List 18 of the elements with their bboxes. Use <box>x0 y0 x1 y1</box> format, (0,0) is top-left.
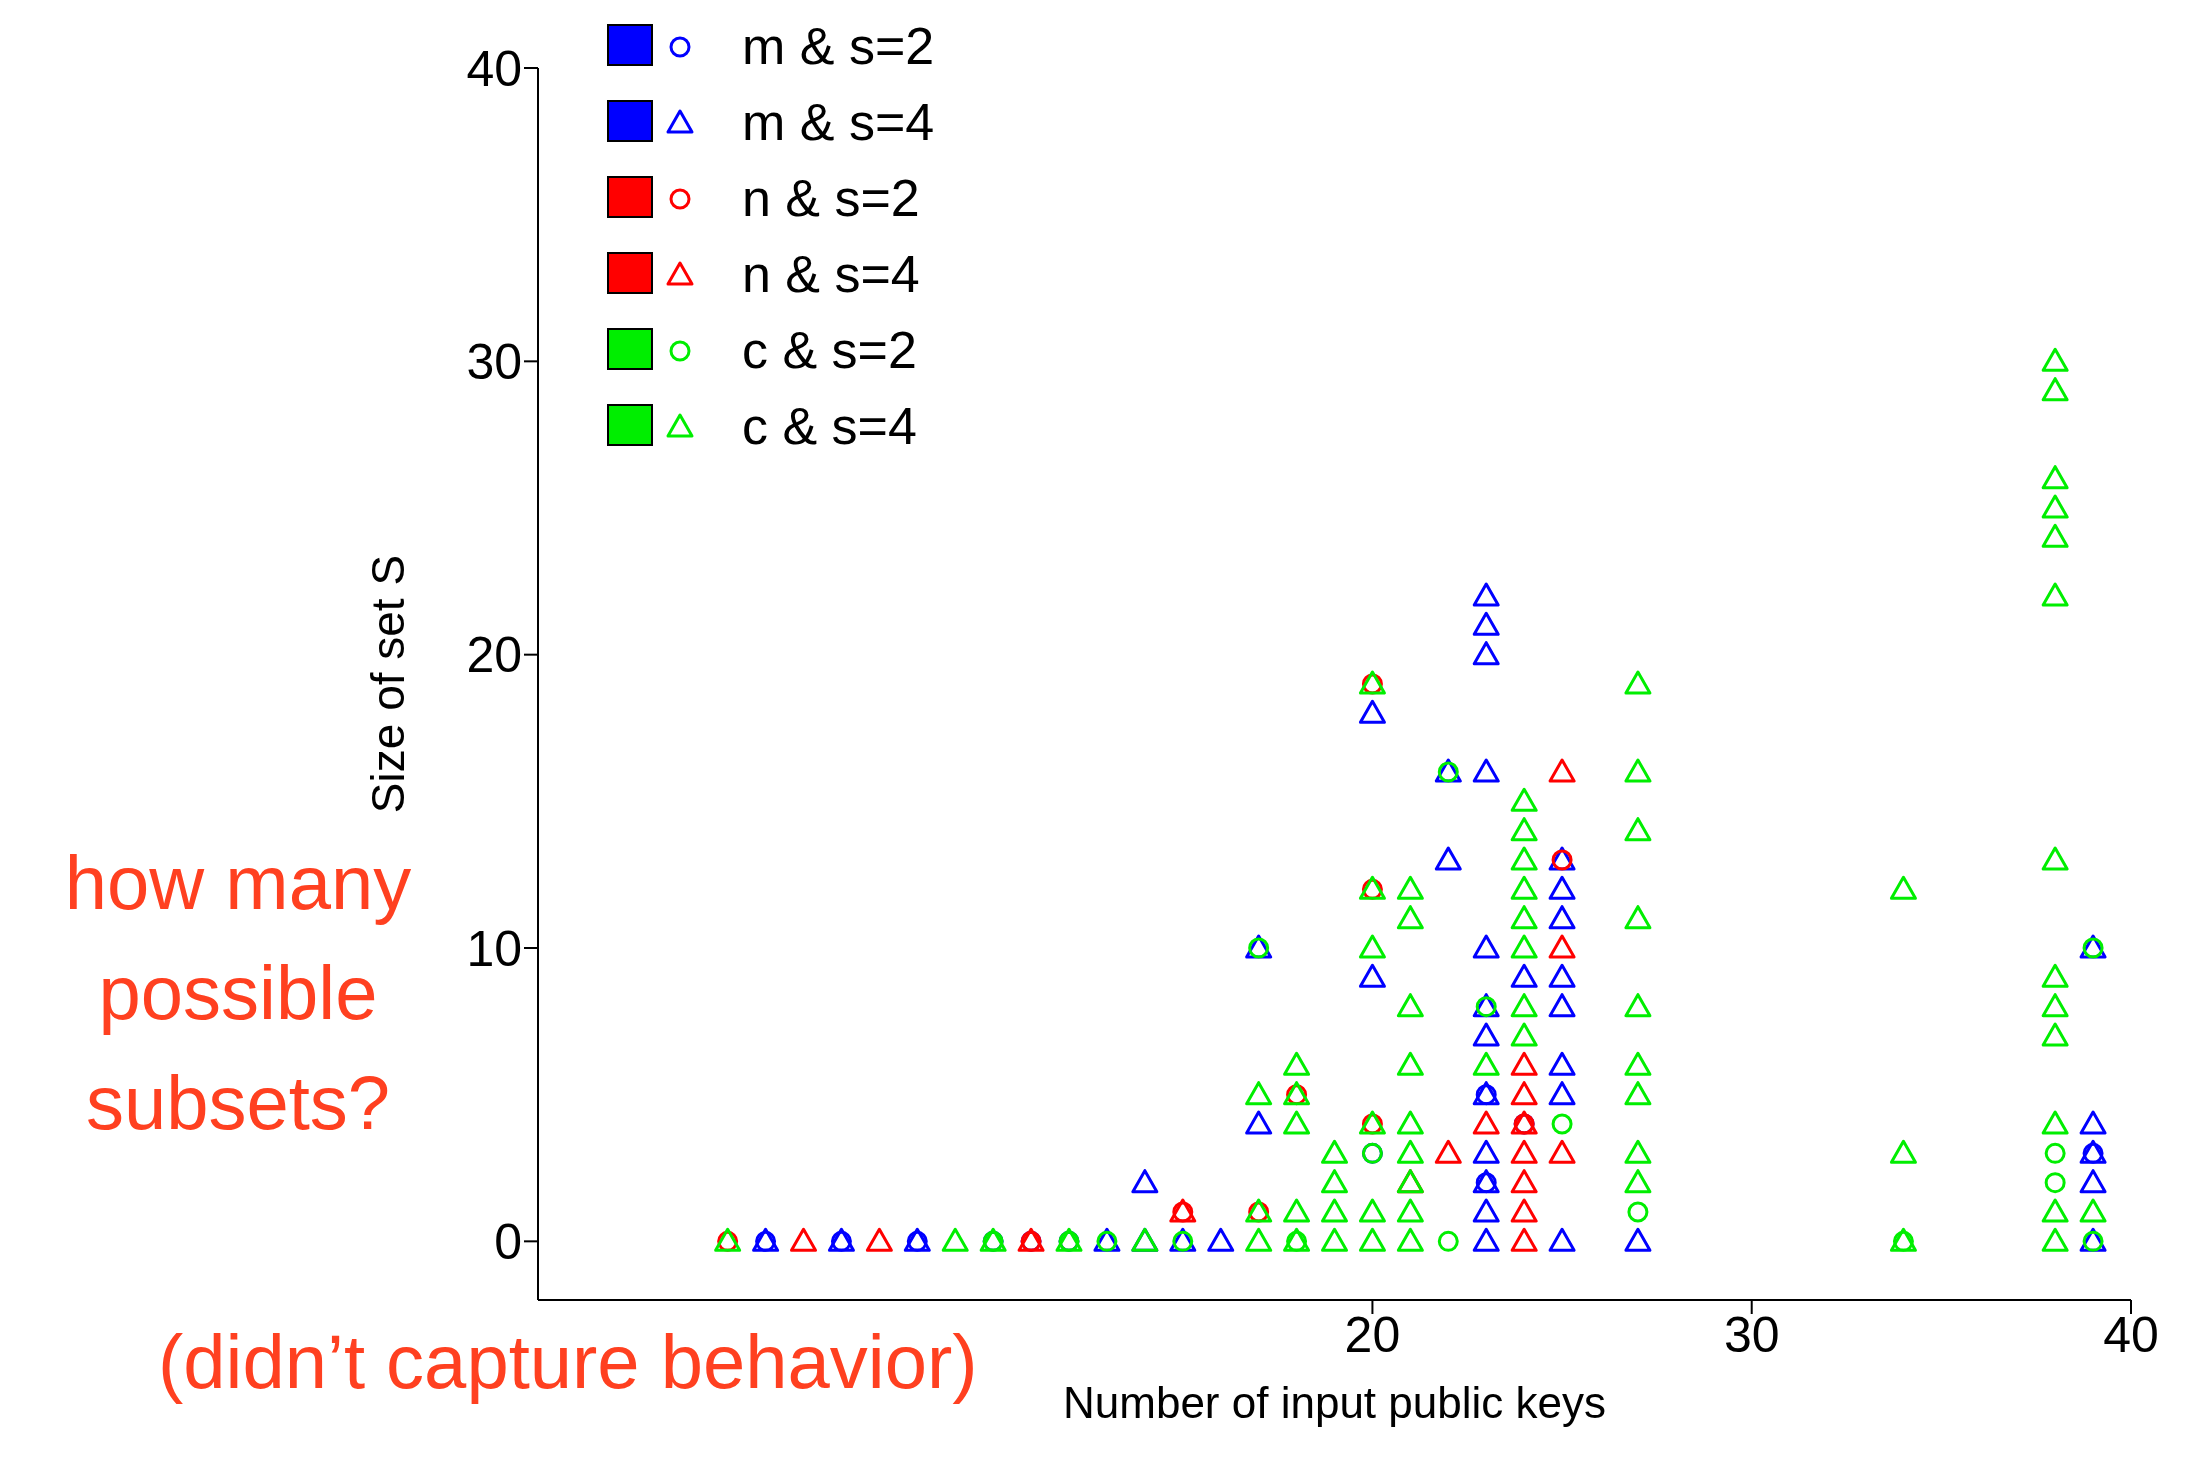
text: (didn’t capture behavior) <box>158 1318 978 1405</box>
y-tick-label: 10 <box>466 920 522 977</box>
y-tick-label: 30 <box>466 334 522 391</box>
y-tick-label: 20 <box>466 627 522 684</box>
legend-label: m & s=4 <box>742 92 935 153</box>
y-tick-label: 40 <box>466 40 522 97</box>
legend-label: n & s=2 <box>742 168 920 229</box>
legend-label: m & s=2 <box>742 16 935 77</box>
x-axis-title: Number of input public keys <box>1063 1378 1606 1427</box>
text: how many possible subsets? <box>63 839 413 1147</box>
legend-label: c & s=4 <box>742 396 917 457</box>
x-tick-label: 20 <box>1344 1306 1401 1363</box>
legend-label: c & s=2 <box>742 320 917 381</box>
x-tick-label: 30 <box>1723 1306 1780 1363</box>
x-tick-label: 40 <box>2103 1306 2159 1363</box>
legend-label: n & s=4 <box>742 244 920 305</box>
y-axis-title: Size of set S <box>362 554 415 814</box>
y-tick-label: 0 <box>494 1214 522 1271</box>
